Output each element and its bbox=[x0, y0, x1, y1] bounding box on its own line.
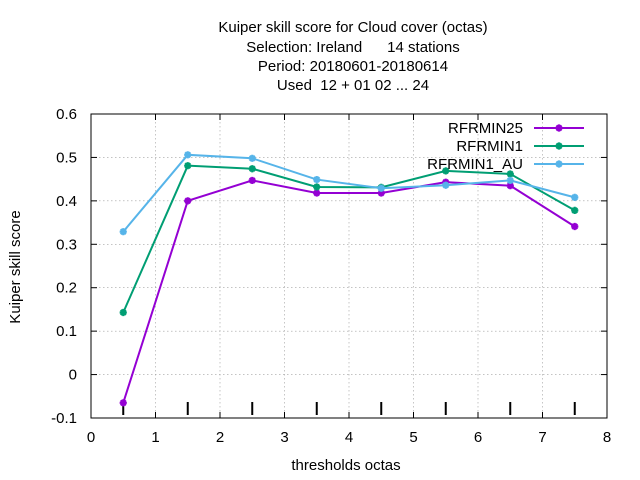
x-tick-label: 4 bbox=[345, 429, 353, 446]
data-point bbox=[313, 175, 321, 184]
axis-ticks: 0 1 2 3 4 5 6 7 8 -0.1 0 0.1 0.2 0.3 0.4 0.5 0.6 bbox=[51, 106, 611, 446]
data-point bbox=[313, 189, 321, 197]
data-point bbox=[377, 189, 385, 197]
y-tick-label: 0.4 bbox=[56, 193, 77, 210]
y-tick-label: 0.3 bbox=[56, 236, 77, 253]
x-tick-label: 0 bbox=[87, 429, 95, 446]
y-tick-label: 0.2 bbox=[56, 280, 77, 297]
title-line-1: Kuiper skill score for Cloud cover (octa… bbox=[218, 19, 487, 36]
title-line-4: Used 12 + 01 02 ... 24 bbox=[277, 77, 429, 94]
data-point bbox=[184, 197, 192, 205]
y-axis-label: Kuiper skill score bbox=[7, 210, 24, 323]
data-point bbox=[506, 170, 514, 178]
legend-label: RFRMIN1 bbox=[456, 138, 523, 155]
series-rfrmin1 bbox=[119, 162, 579, 317]
data-point bbox=[184, 162, 192, 170]
x-tick-label: 1 bbox=[151, 429, 159, 446]
data-point bbox=[248, 165, 256, 173]
y-tick-label: -0.1 bbox=[51, 410, 77, 427]
legend-marker bbox=[555, 124, 563, 132]
legend-item: RFRMIN1 bbox=[456, 138, 584, 155]
x-tick-label: 7 bbox=[538, 429, 546, 446]
legend-item: RFRMIN25 bbox=[448, 120, 584, 137]
data-point bbox=[442, 181, 450, 189]
legend-label: RFRMIN1_AU bbox=[427, 156, 523, 173]
series-line bbox=[122, 179, 576, 404]
x-tick-label: 3 bbox=[280, 429, 288, 446]
threshold-markers bbox=[122, 402, 576, 415]
series-line bbox=[122, 153, 576, 233]
data-point bbox=[377, 184, 385, 192]
data-point bbox=[571, 222, 579, 231]
data-point bbox=[571, 193, 579, 201]
legend-marker bbox=[555, 142, 563, 150]
data-point bbox=[506, 182, 514, 190]
data-point bbox=[313, 183, 321, 191]
y-tick-label: 0.5 bbox=[56, 149, 77, 166]
data-point bbox=[119, 308, 127, 317]
legend-item: RFRMIN1_AU bbox=[427, 156, 584, 173]
y-tick-label: 0.6 bbox=[56, 106, 77, 123]
legend-marker bbox=[555, 160, 563, 168]
series-line bbox=[122, 164, 576, 313]
data-point bbox=[248, 154, 256, 162]
series-rfrmin25 bbox=[119, 176, 579, 407]
data-point bbox=[119, 399, 127, 407]
data-point bbox=[442, 167, 450, 175]
grid bbox=[91, 114, 607, 418]
data-point bbox=[571, 206, 579, 215]
data-point bbox=[184, 151, 192, 159]
series-lines bbox=[119, 151, 579, 407]
y-tick-label: 0 bbox=[69, 367, 77, 384]
x-tick-label: 8 bbox=[603, 429, 611, 446]
x-tick-label: 2 bbox=[216, 429, 224, 446]
title-line-3: Period: 20180601-20180614 bbox=[258, 58, 448, 75]
series-rfrmin1-au bbox=[119, 151, 579, 236]
title-line-2: Selection: Ireland 14 stations bbox=[246, 39, 459, 56]
y-tick-label: 0.1 bbox=[56, 323, 77, 340]
data-point bbox=[119, 228, 127, 236]
data-point bbox=[506, 176, 514, 185]
legend-label: RFRMIN25 bbox=[448, 120, 523, 137]
data-point bbox=[248, 176, 256, 185]
x-tick-label: 6 bbox=[474, 429, 482, 446]
chart-title: Kuiper skill score for Cloud cover (octa… bbox=[218, 19, 487, 94]
x-axis-label: thresholds octas bbox=[291, 457, 400, 474]
x-tick-label: 5 bbox=[409, 429, 417, 446]
